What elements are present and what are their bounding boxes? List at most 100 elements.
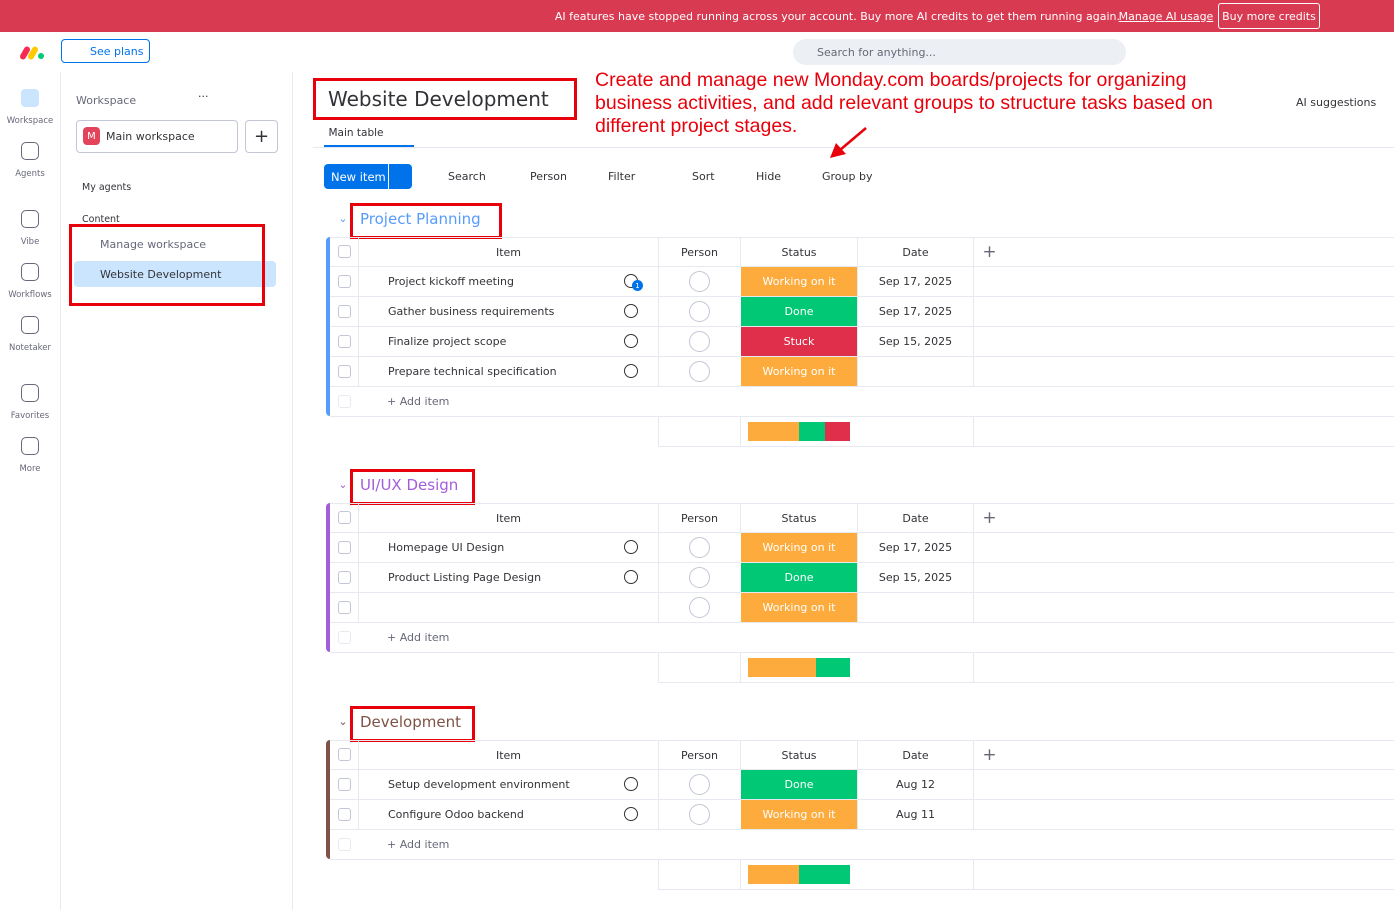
search-bar[interactable]: Search for anything...: [793, 39, 1126, 65]
add-workspace-button[interactable]: +: [245, 120, 278, 153]
workspace-select[interactable]: Main workspace: [76, 120, 238, 153]
toolbar-group-by[interactable]: Group by: [822, 169, 873, 183]
checkbox[interactable]: [338, 511, 351, 524]
item-cell[interactable]: Product Listing Page Design: [358, 562, 604, 593]
item-cell[interactable]: Prepare technical specification: [358, 356, 604, 387]
update-icon[interactable]: [624, 807, 638, 821]
update-icon[interactable]: [624, 777, 638, 791]
add-column[interactable]: +: [973, 740, 1005, 770]
nav-icon[interactable]: [21, 316, 39, 334]
status-cell[interactable]: Done: [741, 563, 857, 592]
date-cell[interactable]: [857, 592, 974, 623]
update-icon[interactable]: [624, 570, 638, 584]
nav-icon[interactable]: [21, 210, 39, 228]
status-cell[interactable]: Working on it: [741, 357, 857, 386]
sidebar-item[interactable]: Manage workspace: [100, 237, 207, 251]
toolbar-filter[interactable]: Filter: [608, 169, 636, 183]
board-tab[interactable]: Main table: [328, 127, 384, 139]
person-cell[interactable]: [658, 266, 740, 297]
date-cell[interactable]: Sep 17, 2025: [857, 532, 974, 563]
nav-label[interactable]: Vibe: [20, 237, 40, 247]
person-cell[interactable]: [658, 296, 740, 327]
checkbox[interactable]: [338, 365, 351, 378]
checkbox[interactable]: [338, 275, 351, 288]
status-cell[interactable]: Working on it: [741, 267, 857, 296]
toolbar-search[interactable]: Search: [448, 169, 486, 183]
toolbar-sort[interactable]: Sort: [692, 169, 715, 183]
status-cell[interactable]: Stuck: [741, 327, 857, 356]
status-cell[interactable]: Done: [741, 770, 857, 799]
status-cell[interactable]: Working on it: [741, 800, 857, 829]
checkbox[interactable]: [338, 245, 351, 258]
add-column[interactable]: +: [973, 503, 1005, 533]
add-item-row[interactable]: + Add item: [330, 386, 1394, 417]
date-cell[interactable]: Sep 17, 2025: [857, 266, 974, 297]
item-cell[interactable]: Gather business requirements: [358, 296, 604, 327]
checkbox[interactable]: [338, 601, 351, 614]
new-item-button[interactable]: New item: [324, 164, 412, 189]
toolbar-hide[interactable]: Hide: [756, 169, 782, 183]
item-cell[interactable]: Setup development environment: [358, 769, 604, 800]
item-cell[interactable]: Configure Odoo backend: [358, 799, 604, 830]
add-item-row[interactable]: + Add item: [330, 622, 1394, 653]
status-cell[interactable]: Done: [741, 297, 857, 326]
checkbox[interactable]: [338, 541, 351, 554]
nav-label[interactable]: Workspace: [6, 116, 54, 126]
date-cell[interactable]: Aug 11: [857, 799, 974, 830]
status-cell[interactable]: Working on it: [741, 533, 857, 562]
item-cell[interactable]: Finalize project scope: [358, 326, 604, 357]
sidebar-item[interactable]: Website Development: [74, 261, 276, 287]
person-cell[interactable]: [658, 326, 740, 357]
add-item-row[interactable]: + Add item: [330, 829, 1394, 860]
banner-link[interactable]: Manage AI usage: [1118, 9, 1214, 23]
person-cell[interactable]: [658, 356, 740, 387]
nav-icon[interactable]: [21, 437, 39, 455]
date-cell[interactable]: [857, 356, 974, 387]
nav-label[interactable]: Favorites: [10, 411, 50, 421]
checkbox[interactable]: [338, 808, 351, 821]
toolbar-person[interactable]: Person: [530, 169, 567, 183]
nav-label[interactable]: Notetaker: [8, 343, 51, 353]
date-cell[interactable]: Sep 17, 2025: [857, 296, 974, 327]
status-cell[interactable]: Working on it: [741, 593, 857, 622]
date-cell[interactable]: Sep 15, 2025: [857, 326, 974, 357]
checkbox[interactable]: [338, 778, 351, 791]
nav-icon[interactable]: [21, 263, 39, 281]
person-cell[interactable]: [658, 562, 740, 593]
item-cell[interactable]: Project kickoff meeting: [358, 266, 604, 297]
nav-icon[interactable]: [21, 384, 39, 402]
add-column[interactable]: +: [973, 237, 1005, 267]
group-name[interactable]: UI/UX Design: [360, 476, 459, 494]
date-cell[interactable]: Sep 15, 2025: [857, 562, 974, 593]
checkbox[interactable]: [338, 335, 351, 348]
nav-label[interactable]: More: [19, 464, 41, 474]
update-icon[interactable]: [624, 364, 638, 378]
my-agents[interactable]: My agents: [82, 181, 132, 193]
checkbox[interactable]: [338, 748, 351, 761]
person-cell[interactable]: [658, 532, 740, 563]
nav-label[interactable]: Agents: [15, 169, 45, 179]
item-cell[interactable]: [358, 592, 604, 623]
content-label[interactable]: Content: [82, 213, 120, 225]
buy-credits-button[interactable]: Buy more credits: [1218, 3, 1320, 29]
checkbox[interactable]: [338, 571, 351, 584]
update-icon[interactable]: [624, 540, 638, 554]
board-title[interactable]: Website Development: [313, 78, 577, 120]
group-chevron[interactable]: ⌄: [338, 211, 348, 225]
group-chevron[interactable]: ⌄: [338, 477, 348, 491]
update-icon[interactable]: [624, 334, 638, 348]
see-plans-button[interactable]: See plans: [61, 39, 150, 63]
nav-label[interactable]: Workflows: [8, 290, 52, 300]
person-cell[interactable]: [658, 799, 740, 830]
nav-icon[interactable]: [21, 142, 39, 160]
group-name[interactable]: Project Planning: [360, 210, 481, 228]
person-cell[interactable]: [658, 592, 740, 623]
group-chevron[interactable]: ⌄: [338, 714, 348, 728]
item-cell[interactable]: Homepage UI Design: [358, 532, 604, 563]
nav-icon[interactable]: [21, 89, 39, 107]
checkbox[interactable]: [338, 305, 351, 318]
group-name[interactable]: Development: [360, 713, 461, 731]
ai-suggestions[interactable]: AI suggestions: [1296, 95, 1377, 109]
date-cell[interactable]: Aug 12: [857, 769, 974, 800]
update-icon[interactable]: [624, 304, 638, 318]
